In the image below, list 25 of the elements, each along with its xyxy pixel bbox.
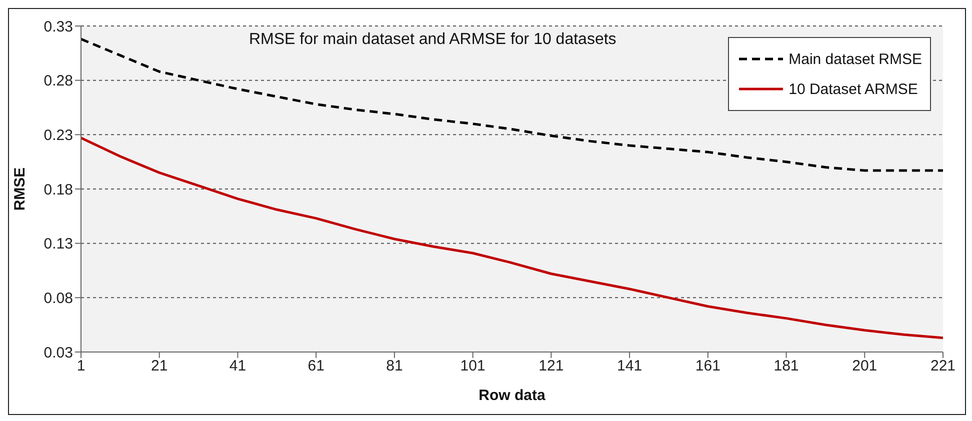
y-axis-title: RMSE	[11, 167, 28, 211]
y-tick-label: 0.03	[44, 344, 73, 362]
x-tick-label: 201	[852, 358, 878, 375]
y-tick-label: 0.33	[44, 18, 73, 36]
y-tick-label: 0.08	[44, 290, 73, 307]
line-series	[81, 136, 943, 340]
y-tick-label: 0.18	[44, 181, 73, 198]
legend-label: 10 Dataset ARMSE	[788, 80, 918, 98]
legend-label: Main dataset RMSE	[788, 50, 922, 68]
y-tick-label: 0.23	[44, 126, 73, 144]
x-tick-label: 161	[695, 358, 720, 375]
x-tick-label: 101	[460, 358, 486, 375]
x-tick-label: 81	[386, 358, 403, 375]
x-axis-title: Row data	[478, 387, 546, 404]
x-tick-label: 141	[617, 358, 642, 375]
x-tick-label: 61	[308, 358, 324, 375]
x-tick-label: 41	[229, 358, 246, 375]
x-tick-label: 181	[774, 358, 799, 375]
x-tick-label: 121	[538, 358, 564, 375]
chart-title: RMSE for main dataset and ARMSE for 10 datasets	[249, 31, 616, 49]
x-tick-label: 1	[76, 358, 86, 375]
y-tick-label: 0.13	[44, 236, 73, 253]
y-tick-label: 0.28	[44, 72, 73, 90]
x-tick-label: 221	[930, 358, 956, 375]
x-tick-label: 21	[151, 358, 168, 375]
